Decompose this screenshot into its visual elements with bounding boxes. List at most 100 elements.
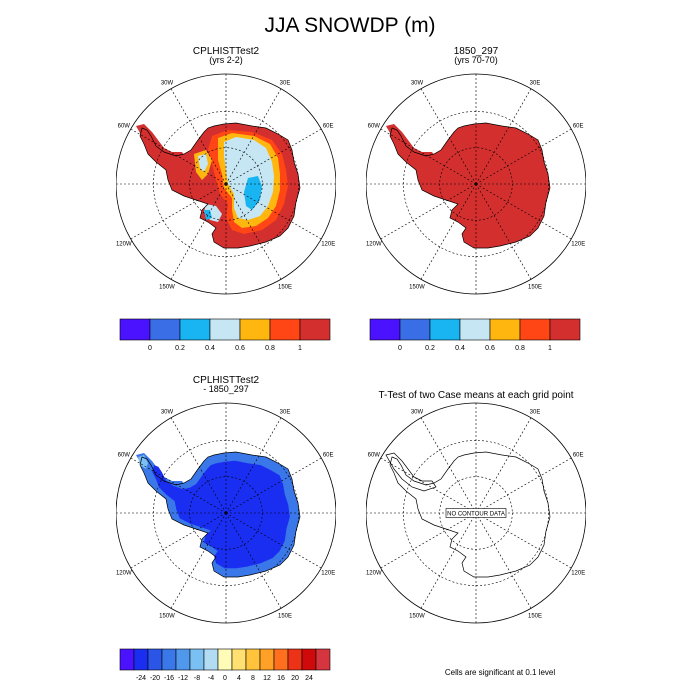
antarctica-coastline [139, 451, 301, 578]
longitude-label: 120E [571, 242, 585, 248]
colorbar-tick-label: 0.6 [485, 345, 495, 352]
longitude-label: 120W [366, 242, 382, 248]
colorbar-swatch [149, 318, 181, 341]
panel3-title: CPLHISTTest2 [192, 375, 260, 386]
panel4-title-block: T-Test of two Case means at each grid po… [356, 391, 596, 401]
longitude-label: 30W [161, 409, 174, 415]
longitude-label: 30E [530, 80, 541, 86]
longitude-label: 150W [409, 614, 425, 620]
colorbar-swatch [369, 318, 401, 341]
longitude-label: 0 [474, 70, 478, 71]
longitude-label: 150W [159, 614, 175, 620]
longitude-label: 120E [321, 571, 335, 577]
colorbar-swatch [549, 318, 581, 341]
colorbar-swatch [147, 648, 163, 671]
colorbar-tick-label: -4 [208, 675, 214, 682]
longitude-label: 120E [571, 571, 585, 577]
colorbar-tick-label: 0.2 [175, 345, 185, 352]
map-boundary-circle [366, 73, 586, 295]
longitude-label: 120W [116, 571, 132, 577]
no-contour-data-label: NO CONTOUR DATA [447, 512, 505, 518]
colorbar-swatch [119, 318, 151, 341]
colorbar-tick-label: 0.8 [515, 345, 525, 352]
longitude-label: 150E [278, 285, 292, 291]
weddell-low [198, 154, 208, 172]
colorbar-swatch [273, 648, 289, 671]
longitude-label: 0 [224, 399, 228, 400]
meridian-line [420, 512, 477, 609]
panel2-title-block: 1850_297 (yrs 70-70) [376, 47, 576, 65]
longitude-label: 0 [474, 399, 478, 400]
longitude-label: 60E [323, 453, 334, 459]
longitude-label: 120W [366, 571, 382, 577]
difference-field [136, 452, 300, 577]
colorbar-swatch [259, 648, 275, 671]
colorbar-tick-label: 0 [398, 345, 402, 352]
polar-map-panel-1: 030E60E90E120E150E180150W120W90W60W30W [116, 70, 336, 295]
colorbar-swatch [119, 648, 135, 671]
colorbar-swatch [489, 318, 521, 341]
colorbar-tick-label: 8 [251, 675, 255, 682]
difference-region-core [152, 460, 290, 569]
colorbar-tick-label: 0 [148, 345, 152, 352]
panel2-subtitle: (yrs 70-70) [454, 55, 498, 65]
colorbar-swatch [203, 648, 219, 671]
no-data-box [445, 508, 507, 518]
antarctica-coastline [389, 451, 551, 578]
colorbar-swatch [239, 318, 271, 341]
longitude-label: 30W [411, 409, 424, 415]
longitude-label: 0 [224, 70, 228, 71]
longitude-label: 150W [159, 285, 175, 291]
significance-footnote: Cells are significant at 0.1 level [444, 668, 556, 677]
colorbar-tick-label: 20 [291, 675, 299, 682]
colorbar-tick-label: 0.6 [235, 345, 245, 352]
longitude-label: 150W [409, 285, 425, 291]
colorbar-panel-1: 0 0.2 0.4 0.6 0.8 1 [119, 318, 331, 352]
panel2-title: 1850_297 [453, 46, 499, 57]
longitude-label: 60W [118, 124, 131, 130]
map-graticule [116, 74, 336, 294]
longitude-label: 150E [278, 614, 292, 620]
colorbar-swatch [245, 648, 261, 671]
longitude-label: 30E [280, 80, 291, 86]
colorbar-swatch [133, 648, 149, 671]
antarctic-peninsula [136, 453, 186, 491]
panel3-title-block: CPLHISTTest2 - 1850_297 [126, 376, 326, 394]
antarctic-peninsula [136, 124, 186, 162]
longitude-label: 30E [280, 409, 291, 415]
colorbar-swatch [519, 318, 551, 341]
colorbar-swatch [287, 648, 303, 671]
longitude-label: 60E [573, 124, 584, 130]
colorbar-tick-label: 0.4 [205, 345, 215, 352]
antarctica-coastline [139, 122, 301, 249]
panel1-subtitle: (yrs 2-2) [209, 55, 243, 65]
map-graticule [366, 403, 586, 623]
colorbar-swatch [231, 648, 247, 671]
colorbar-swatch [315, 648, 331, 671]
colorbar-swatch [189, 648, 205, 671]
colorbar-swatch [217, 648, 233, 671]
map-graticule [366, 74, 586, 294]
panel1-title: CPLHISTTest2 [192, 46, 260, 57]
longitude-label: 60W [118, 453, 131, 459]
colorbar-tick-label: 4 [237, 675, 241, 682]
colorbar-tick-label: 0.4 [455, 345, 465, 352]
longitude-label: 150E [528, 614, 542, 620]
colorbar-swatch [301, 648, 317, 671]
polar-map-panel-4: 030E60E90E120E150E180150W120W90W60W30WNO… [366, 399, 586, 624]
colorbar-tick-label: -8 [194, 675, 200, 682]
colorbar-swatch [299, 318, 331, 341]
antarctic-peninsula [385, 452, 437, 492]
longitude-label: 60W [368, 124, 381, 130]
meridian-line [475, 512, 572, 569]
meridian-line [380, 457, 477, 514]
main-title: JJA SNOWDP (m) [264, 14, 436, 37]
meridian-line [475, 417, 532, 514]
meridian-line [475, 512, 532, 609]
longitude-label: 150E [528, 285, 542, 291]
colorbar-tick-label: -16 [164, 675, 174, 682]
colorbar-tick-label: 12 [263, 675, 271, 682]
map-graticule [116, 403, 336, 623]
antarctic-peninsula [386, 124, 436, 162]
longitude-label: 60W [368, 453, 381, 459]
